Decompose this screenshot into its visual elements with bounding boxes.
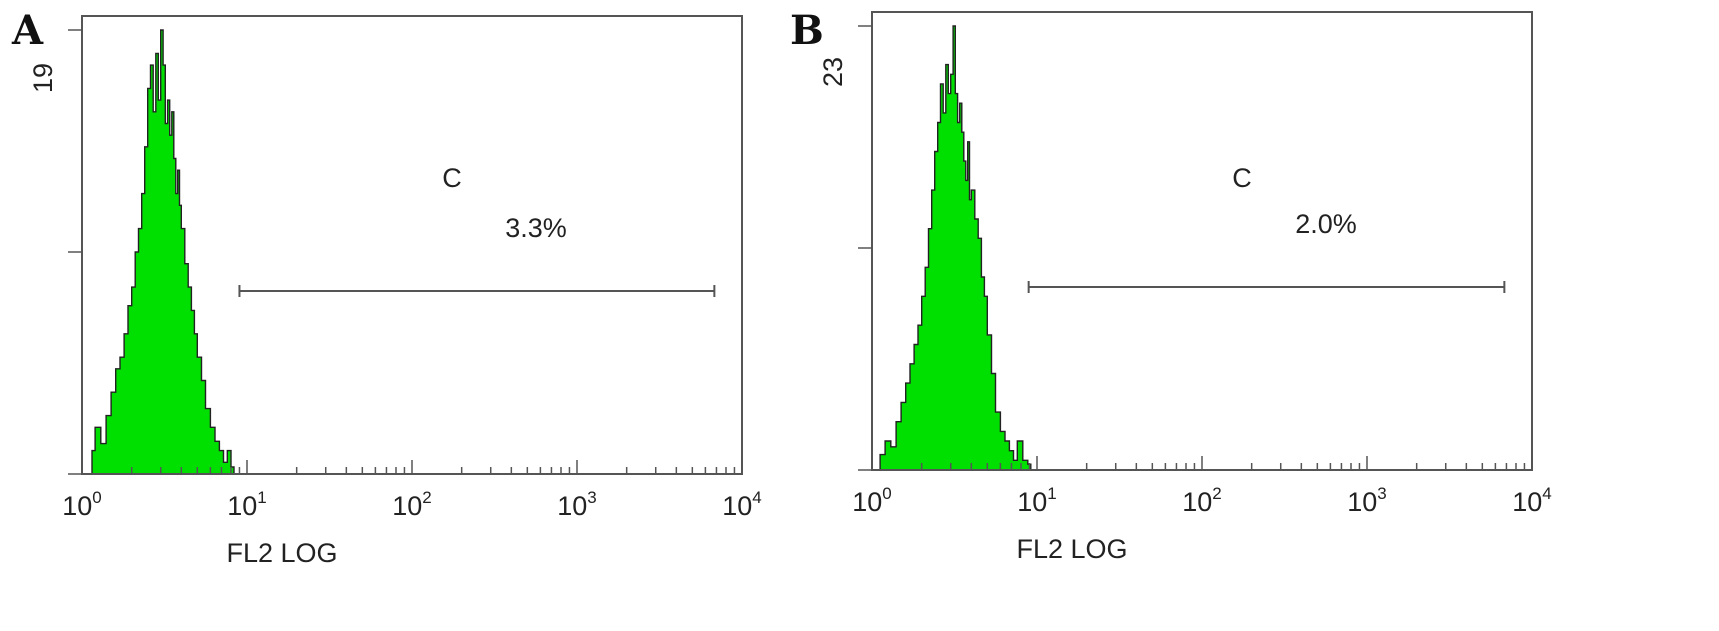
x-tick-label: 104 <box>722 488 762 521</box>
gate-label: C <box>1232 163 1252 193</box>
histogram-area <box>91 29 235 475</box>
histogram-area <box>879 25 1032 471</box>
gate-label: C <box>442 163 462 193</box>
x-axis-label: FL2 LOG <box>1016 534 1127 564</box>
x-tick-label: 100 <box>852 484 892 517</box>
x-tick-label: 103 <box>557 488 597 521</box>
x-tick-label: 104 <box>1512 484 1552 517</box>
x-tick-base: 10 <box>1347 487 1377 517</box>
x-tick-exponent: 1 <box>257 488 266 507</box>
x-tick-exponent: 0 <box>92 488 101 507</box>
x-tick-exponent: 0 <box>882 484 891 503</box>
x-tick-label: 102 <box>1182 484 1222 517</box>
x-tick-exponent: 1 <box>1047 484 1056 503</box>
y-max-label: 19 <box>28 63 58 93</box>
x-tick-base: 10 <box>557 491 587 521</box>
gate-percentage: 2.0% <box>1295 209 1357 239</box>
x-tick-base: 10 <box>392 491 422 521</box>
x-tick-base: 10 <box>1512 487 1542 517</box>
x-tick-base: 10 <box>1017 487 1047 517</box>
x-tick-base: 10 <box>227 491 257 521</box>
x-tick-label: 100 <box>62 488 102 521</box>
x-tick-exponent: 3 <box>1377 484 1386 503</box>
x-axis-label: FL2 LOG <box>226 538 337 568</box>
x-tick-base: 10 <box>852 487 882 517</box>
x-tick-exponent: 4 <box>1542 484 1551 503</box>
y-max-label: 23 <box>818 57 848 87</box>
x-tick-base: 10 <box>62 491 92 521</box>
panel-letter: B <box>790 7 824 54</box>
panel-letter: A <box>11 7 44 54</box>
x-tick-exponent: 3 <box>587 488 596 507</box>
x-tick-label: 103 <box>1347 484 1387 517</box>
x-tick-exponent: 4 <box>752 488 761 507</box>
x-tick-label: 101 <box>227 488 267 521</box>
x-tick-label: 102 <box>392 488 432 521</box>
x-tick-base: 10 <box>722 491 752 521</box>
x-tick-base: 10 <box>1182 487 1212 517</box>
x-tick-exponent: 2 <box>1212 484 1221 503</box>
x-tick-exponent: 2 <box>422 488 431 507</box>
x-tick-label: 101 <box>1017 484 1057 517</box>
gate-percentage: 3.3% <box>505 213 567 243</box>
